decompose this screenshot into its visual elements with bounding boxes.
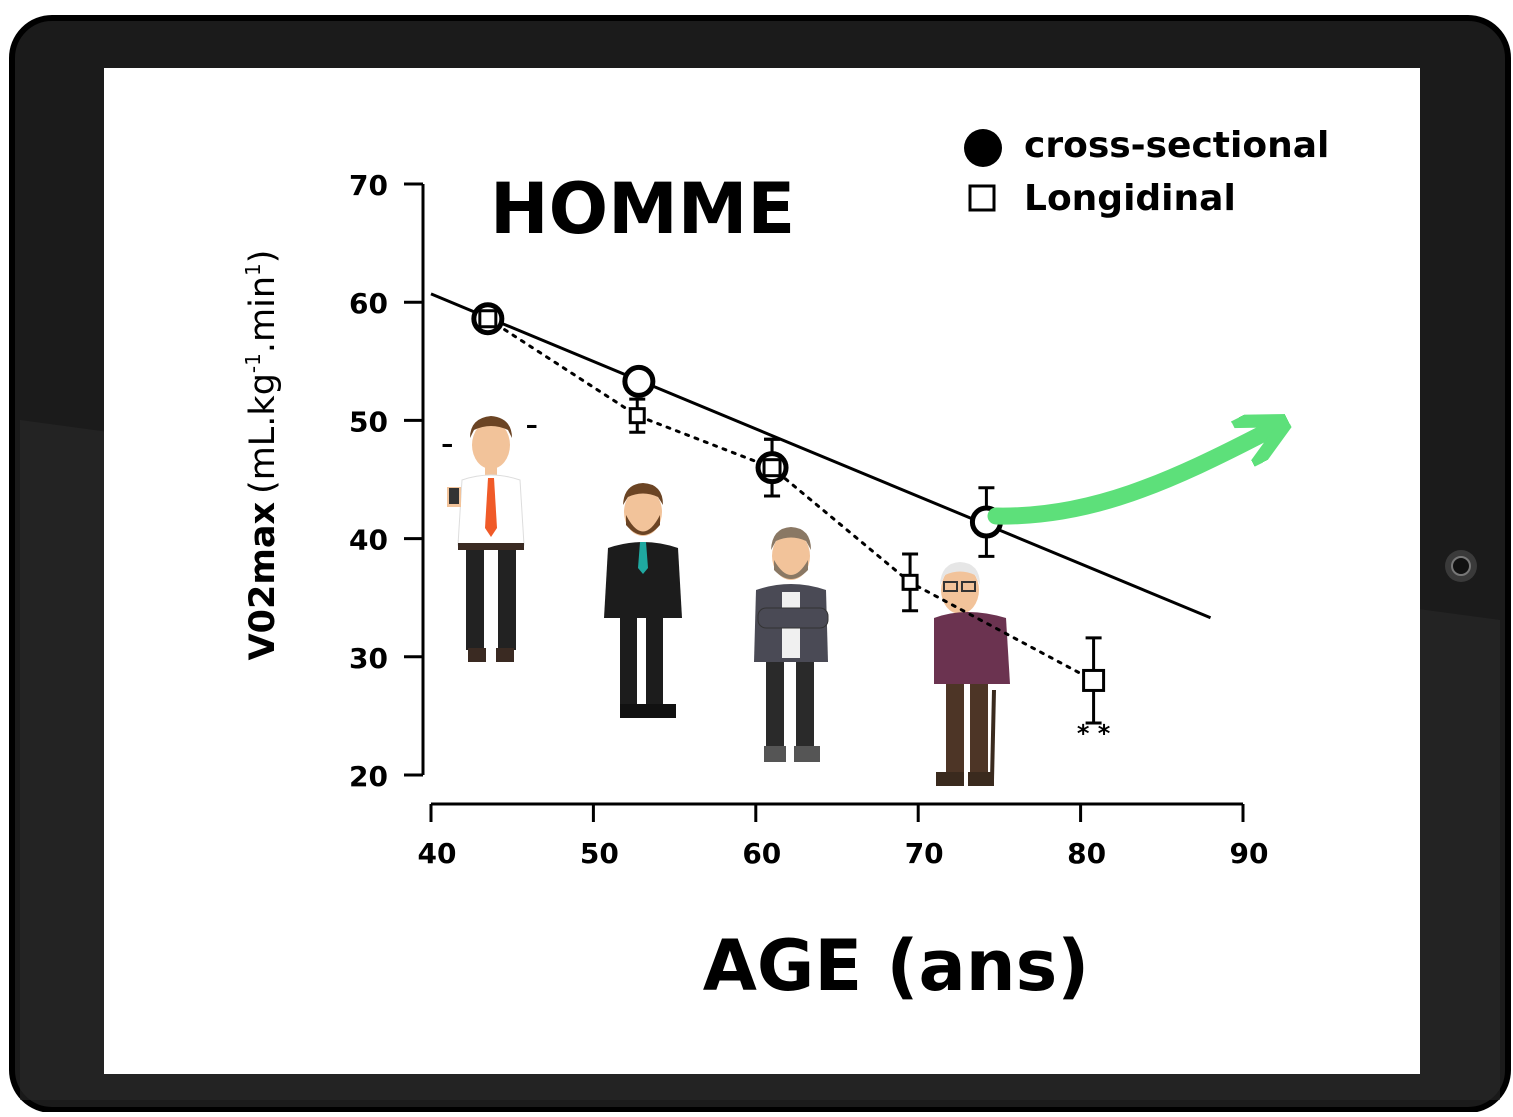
y-tick-label: 70 (349, 169, 388, 202)
legend-marker-longidinal (968, 184, 996, 212)
legend-label-cross-sectional: cross-sectional (1024, 125, 1329, 166)
y-axis-label: V02max(mL.kg-1.min1) (241, 250, 283, 661)
y-tick-label: 20 (349, 760, 388, 793)
legend: cross-sectional Longidinal (964, 125, 1329, 219)
longitudinal-point (762, 458, 782, 478)
legend-label-longidinal: Longidinal (1024, 178, 1236, 219)
person-illustration-70s (934, 562, 1010, 786)
marker-layer (471, 302, 1106, 692)
person-illustration-50s (604, 483, 682, 718)
y-axis-label-main: V02max (243, 502, 283, 661)
chart-title: HOMME (490, 168, 795, 250)
y-tick-label: 40 (349, 524, 388, 557)
regression-line-layer (430, 292, 1212, 620)
x-tick-label: 40 (418, 837, 457, 870)
x-ticks: 40 50 60 70 80 90 (418, 804, 1269, 870)
y-ticks: 20 30 40 50 60 70 (349, 169, 423, 793)
x-tick-label: 80 (1067, 837, 1106, 870)
y-tick-label: 60 (349, 287, 388, 320)
person-illustration-40s (447, 416, 525, 662)
x-tick-label: 50 (580, 837, 619, 870)
green-trend-arrow (987, 430, 1270, 525)
annotation-label: – (441, 430, 453, 458)
person-illustration-60s (754, 527, 829, 762)
x-tick-label: 70 (905, 837, 944, 870)
x-tick-label: 60 (742, 837, 781, 870)
annotation-layer: * * – – (441, 411, 1111, 748)
cross-sectional-point (622, 364, 656, 398)
longitudinal-point (901, 573, 919, 591)
legend-marker-cross-sectional (964, 129, 1002, 167)
regression-line (430, 292, 1212, 620)
tablet-screen (104, 68, 1420, 1074)
longitudinal-point (478, 309, 498, 329)
annotation-label: – (526, 411, 538, 439)
longitudinal-point (1082, 668, 1106, 692)
longitudinal-point (628, 407, 646, 425)
x-axis-label: AGE (ans) (703, 925, 1090, 1007)
camera-icon (1445, 550, 1477, 582)
y-tick-label: 30 (349, 642, 388, 675)
annotation-label: * * (1077, 720, 1111, 748)
y-tick-label: 50 (349, 405, 388, 438)
x-tick-label: 90 (1230, 837, 1269, 870)
